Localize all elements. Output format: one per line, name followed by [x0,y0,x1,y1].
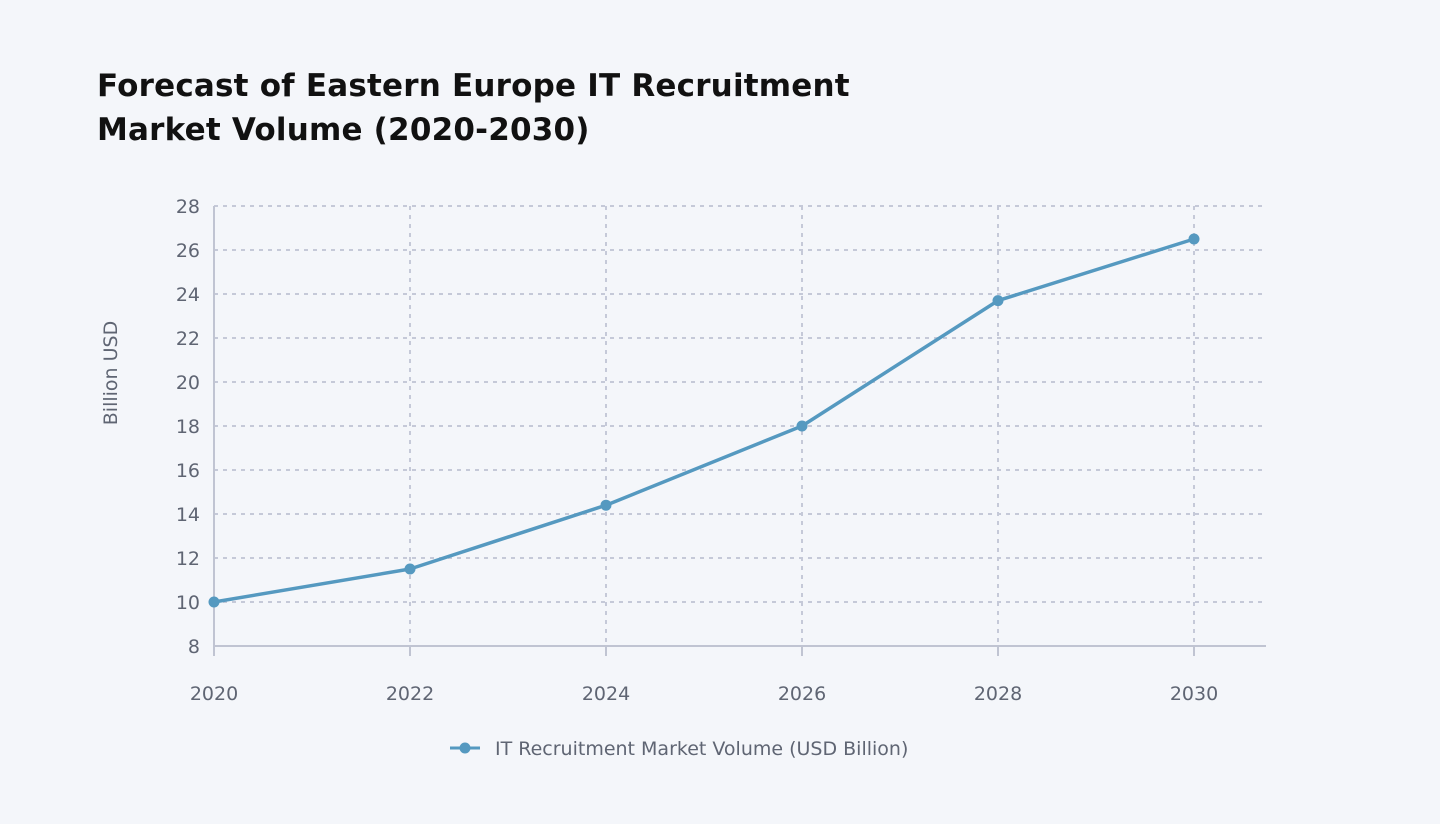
x-tick-label: 2024 [582,683,630,705]
y-tick-label: 24 [176,284,200,306]
grid-lines [214,205,1266,646]
legend: IT Recruitment Market Volume (USD Billio… [450,738,908,760]
series-layer [208,233,1200,608]
x-tick-label: 2020 [190,683,238,705]
data-point[interactable] [796,420,808,432]
data-point[interactable] [404,563,416,575]
legend-series-label: IT Recruitment Market Volume (USD Billio… [495,738,908,760]
chart-title: Forecast of Eastern Europe IT Recruitmen… [97,64,917,152]
series-line [212,237,1196,604]
y-tick-label: 20 [176,372,200,394]
legend-point-marker [459,742,471,754]
chart-title-line-1: Forecast of Eastern Europe IT Recruitmen… [97,68,850,104]
y-tick-label: 22 [176,328,200,350]
y-tick-label: 14 [176,504,200,526]
data-point[interactable] [992,295,1004,307]
y-tick-label: 18 [176,416,200,438]
x-tick-label: 2022 [386,683,434,705]
y-tick-label: 10 [176,592,200,614]
x-tick-label: 2030 [1170,683,1218,705]
y-axis-title: Billion USD [100,321,122,425]
y-tick-label: 8 [188,636,200,658]
data-point[interactable] [1188,233,1200,245]
y-tick-label: 12 [176,548,200,570]
x-tick-label: 2026 [778,683,826,705]
data-point[interactable] [600,499,612,511]
y-tick-label: 28 [176,196,200,218]
data-point[interactable] [208,596,220,608]
y-tick-label: 16 [176,460,200,482]
y-tick-label: 26 [176,240,200,262]
x-tick-label: 2028 [974,683,1022,705]
chart-title-line-2: Market Volume (2020-2030) [97,112,590,148]
